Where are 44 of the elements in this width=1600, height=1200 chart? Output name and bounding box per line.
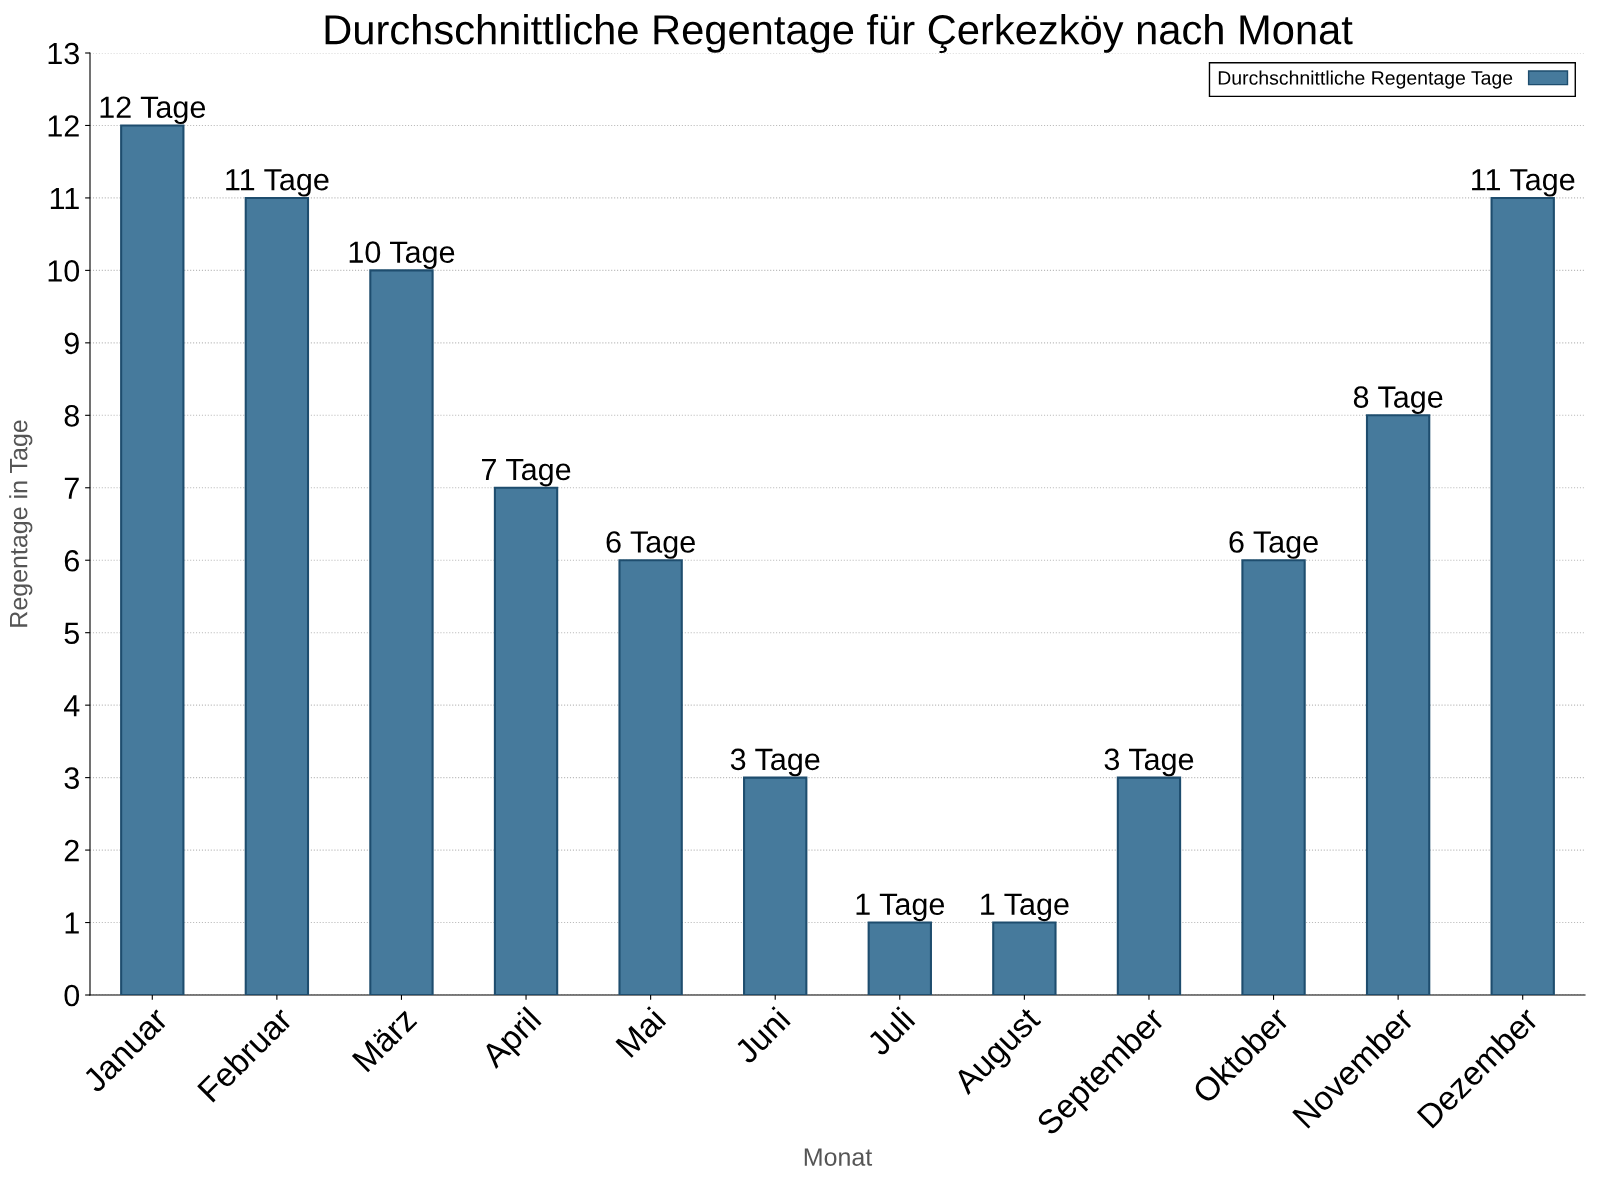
x-tick-label: Mai bbox=[614, 1006, 667, 1059]
y-tick-label: 9 bbox=[64, 332, 79, 355]
data-label: 6 Tage bbox=[606, 531, 695, 559]
legend-label: Durchschnittliche Regentage Tage bbox=[1218, 70, 1513, 89]
y-tick-label: 12 bbox=[48, 115, 79, 137]
data-label: 1 Tage bbox=[856, 893, 945, 922]
data-label: 12 Tage bbox=[100, 96, 206, 125]
bar bbox=[1116, 776, 1182, 995]
bar bbox=[867, 921, 932, 995]
y-tick-label: 1 bbox=[65, 912, 79, 934]
y-tick-label: 4 bbox=[63, 695, 80, 717]
bar bbox=[1241, 559, 1306, 995]
y-tick-label: 3 bbox=[64, 767, 79, 789]
y-tick-label: 10 bbox=[48, 260, 80, 282]
data-label: 11 Tage bbox=[226, 169, 329, 197]
data-label: 7 Tage bbox=[482, 459, 571, 487]
x-tick-label: Juli bbox=[864, 1006, 916, 1058]
y-tick-label: 13 bbox=[48, 42, 79, 65]
bar bbox=[244, 196, 310, 995]
y-tick-label: 0 bbox=[64, 984, 80, 1007]
data-label: 6 Tage bbox=[1229, 531, 1318, 559]
bar bbox=[369, 269, 434, 995]
y-tick-label: 5 bbox=[64, 622, 79, 645]
y-tick-label: 11 bbox=[50, 187, 79, 209]
data-label: 3 Tage bbox=[1104, 748, 1194, 777]
x-axis-title: Monat bbox=[804, 1148, 873, 1166]
data-label: 8 Tage bbox=[1353, 386, 1443, 414]
chart-title: Durchschnittliche Regentage für Çerkezköy nach Monat bbox=[325, 13, 1353, 53]
bar bbox=[1365, 414, 1431, 995]
bar bbox=[992, 921, 1057, 995]
data-label: 11 Tage bbox=[1472, 169, 1575, 197]
y-axis-title: Regentage in Tage bbox=[9, 420, 33, 627]
y-tick-label: 7 bbox=[64, 477, 79, 499]
y-tick-label: 2 bbox=[64, 839, 79, 862]
data-label: 1 Tage bbox=[981, 893, 1069, 922]
bar bbox=[743, 776, 808, 995]
bar bbox=[618, 559, 683, 995]
y-tick-label: 6 bbox=[64, 549, 79, 572]
y-tick-label: 8 bbox=[64, 405, 79, 427]
data-label: 10 Tage bbox=[349, 241, 455, 269]
bar bbox=[1490, 196, 1555, 995]
bar bbox=[493, 486, 559, 995]
data-label: 3 Tage bbox=[730, 748, 820, 777]
bar bbox=[120, 124, 185, 995]
